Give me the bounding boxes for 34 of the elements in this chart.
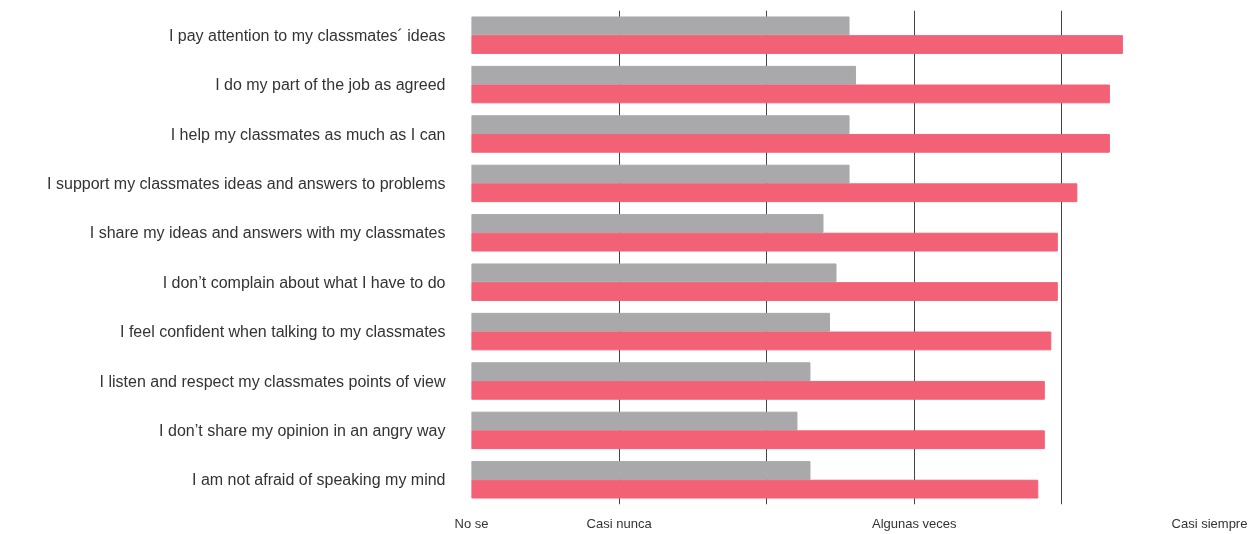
bar [471,331,1052,351]
y-tick-label: I do my part of the job as agreed [215,76,446,94]
bar [471,133,1110,153]
bar [471,35,1123,54]
bar [471,164,850,184]
bar [471,263,837,283]
y-tick-label: I don’t complain about what I have to do [162,273,446,291]
text: No se [454,515,489,531]
bar [471,312,830,332]
bar [471,214,824,233]
bar [471,479,1039,499]
y-tick-label: I am not afraid of speaking my mind [192,471,446,489]
text: Algunas veces [872,515,958,531]
bar [471,232,1058,252]
bar [471,411,798,431]
bar [471,430,1045,450]
bar [471,115,850,135]
y-tick-label: I support my classmates ideas and answers to problems [47,174,446,192]
bar [471,16,850,36]
bar [471,84,1110,104]
y-tick-label: I don’t share my opinion in an angry way [159,421,446,439]
bar [471,461,811,480]
y-tick-label: I help my classmates as much as I can [170,125,446,143]
y-tick-label: I feel confident when talking to my classmates [120,323,446,341]
y-tick-label: I pay attention to my classmates´ ideas [168,26,446,44]
text: Casi nunca [586,515,653,531]
bar [471,362,811,382]
y-tick-label: I listen and respect my classmates points of view [99,372,446,390]
text: Casi siempre [1171,515,1248,531]
y-tick-label: I share my ideas and answers with my classmates [89,224,446,242]
bar [471,183,1078,203]
bar [471,380,1045,400]
bar [471,282,1058,301]
bar [471,65,857,85]
